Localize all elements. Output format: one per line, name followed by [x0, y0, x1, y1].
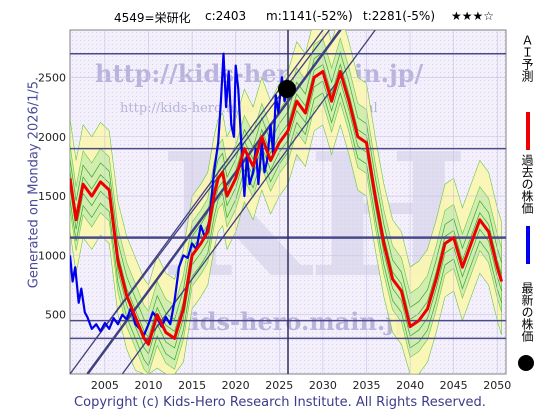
x-tick-label: 2030: [309, 379, 337, 392]
legend-ai-swatch: [526, 112, 530, 150]
latest-price-point: [278, 79, 296, 98]
y-axis: 500 1000 1500 2000 2500: [38, 71, 66, 321]
x-tick-label: 2020: [222, 379, 250, 392]
y-tick-label: 1500: [38, 190, 66, 203]
y-tick-label: 2500: [38, 71, 66, 84]
x-tick-label: 2015: [178, 379, 206, 392]
copyright-footer: Copyright (c) Kids-Hero Research Institu…: [74, 395, 486, 410]
legend-latest-label: 最新の株価: [520, 282, 534, 342]
legend-past-swatch: [526, 226, 530, 264]
x-tick-label: 2050: [483, 379, 511, 392]
target-value: t:2281(-5%): [363, 9, 436, 23]
forecast-bands: [70, 30, 502, 374]
legend-latest-swatch: [518, 355, 534, 371]
trend-line: [70, 30, 324, 374]
y-tick-label: 500: [45, 309, 66, 322]
series-ai-forecast: [70, 70, 504, 346]
x-tick-label: 2035: [352, 379, 380, 392]
series-lines: [70, 52, 504, 346]
mid-value: m:1141(-52%): [266, 9, 353, 23]
forecast-band-line: [70, 91, 502, 367]
series-past-price: [70, 52, 290, 336]
x-tick-label: 2010: [134, 379, 162, 392]
x-tick-label: 2005: [91, 379, 119, 392]
legend-past-label: 過去の株価: [520, 154, 534, 214]
forecast-band-line: [70, 63, 502, 338]
x-tick-label: 2025: [265, 379, 293, 392]
x-tick-label: 2045: [440, 379, 468, 392]
rating-stars: ★★★☆: [451, 9, 495, 23]
current-price: c:2403: [205, 9, 247, 23]
forecast-band-line: [70, 79, 502, 355]
trend-line: [95, 30, 331, 339]
legend: ＡＩ予測 過去の株価 最新の株価: [516, 30, 546, 380]
trend-line: [86, 30, 342, 374]
stock-code-name: 4549=栄研化: [114, 11, 191, 25]
watermark-url-top: http://kids-hero.main.jp/: [95, 59, 423, 88]
y-tick-label: 2000: [38, 131, 66, 144]
latest-marker: [278, 79, 296, 98]
x-axis: 2005 2010 2015 2020 2025 2030 2035 2040 2045 2050: [91, 379, 511, 392]
legend-ai-label: ＡＩ予測: [520, 34, 534, 82]
x-tick-label: 2040: [396, 379, 424, 392]
watermark-url-bottom: @kids-hero.main.jp: [150, 307, 411, 336]
chart-header: 4549=栄研化 c:2403 m:1141(-52%) t:2281(-5%)…: [0, 0, 560, 30]
y-tick-label: 1000: [38, 249, 66, 262]
